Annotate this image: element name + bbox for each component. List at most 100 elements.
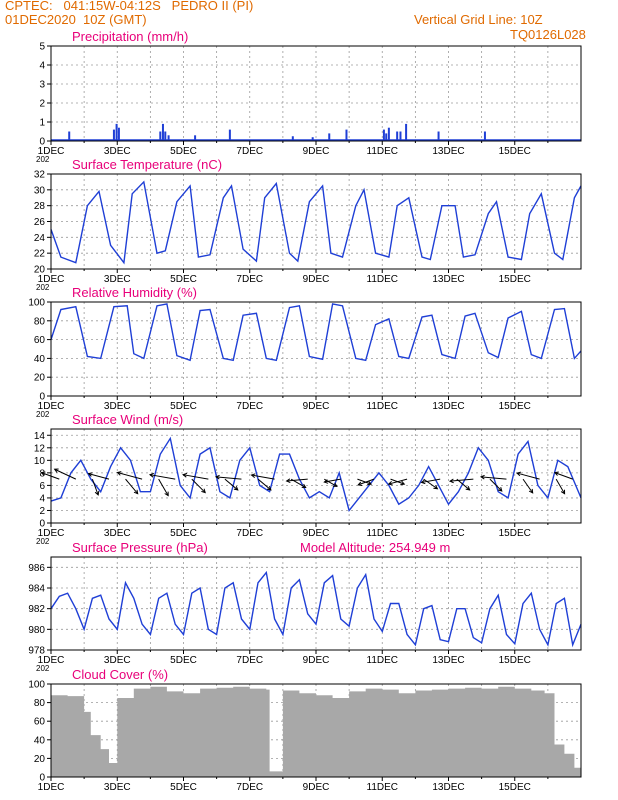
wind-arrow-shaft (191, 478, 206, 493)
wind-arrow-shaft (480, 476, 507, 480)
wind-arrow (357, 478, 373, 486)
y-tick-label: 2 (39, 99, 45, 110)
rh-series-line (50, 303, 582, 362)
panel-cloud: 0 20 40 60 80 100 1DEC 3DEC 5DEC 7DEC 9DEC 11DEC 13D… (28, 667, 582, 793)
wind-arrow (148, 472, 176, 480)
x-tick-label: 5DEC (170, 401, 197, 412)
y-tick-label: 982 (28, 604, 45, 615)
x-tick-label: 15DEC (499, 146, 531, 157)
x-tick-label: 7DEC (236, 528, 263, 539)
x-tick-label: 1DEC (38, 782, 65, 793)
wind-arrow-shaft (423, 478, 438, 490)
wind-arrow (87, 472, 110, 480)
x-tick-label: 13DEC (432, 401, 464, 412)
x-tick-label: 13DEC (432, 782, 464, 793)
panel-title: Relative Humidity (%) (72, 285, 197, 300)
y-tick-label: 60 (34, 335, 46, 346)
wind-arrow-head (332, 482, 338, 487)
precip-bar (194, 135, 197, 141)
precip-bar (167, 135, 170, 141)
wind-arrow-head (164, 491, 169, 497)
wind-arrow-shaft (456, 478, 470, 491)
x-tick-label: 15DEC (499, 274, 531, 285)
y-tick-label: 1 (39, 118, 45, 129)
wind-arrow-shaft (117, 472, 143, 480)
wind-arrow (489, 478, 503, 492)
y-tick-label: 24 (34, 233, 46, 244)
wind-arrow-head (367, 480, 373, 486)
wind-arrow-head (87, 472, 93, 477)
y-tick-label: 6 (39, 481, 45, 492)
y-tick-label: 5 (39, 42, 45, 53)
x-tick-label: 3DEC (104, 655, 131, 666)
wind-arrow-head (182, 472, 188, 478)
wind-arrow-head (528, 488, 534, 494)
precip-bar (396, 131, 399, 141)
wind-arrow-shaft (125, 478, 139, 495)
x-tick-label: 13DEC (432, 655, 464, 666)
temp-series-line (50, 180, 582, 265)
wind-arrow-shaft (388, 478, 408, 485)
y-tick-label: 30 (34, 185, 46, 196)
wind-arrow-shaft (449, 478, 474, 482)
x-tick-label: 15DEC (499, 655, 531, 666)
year-stub: 202 (36, 283, 50, 292)
wind-arrow (91, 478, 100, 496)
x-tick-label: 3DEC (104, 528, 131, 539)
wind-arrow (224, 478, 239, 491)
wind-arrow-head (201, 488, 206, 494)
x-tick-label: 11DEC (367, 655, 399, 666)
wind-arrow-head (53, 468, 59, 473)
wind-arrow (250, 473, 275, 480)
wind-arrow (116, 471, 143, 480)
year-stub: 202 (36, 410, 50, 419)
x-tick-label: 9DEC (303, 401, 330, 412)
precip-bar (382, 129, 385, 141)
precip-bar (437, 131, 440, 141)
precip-bar (159, 131, 162, 141)
wind-arrow (182, 472, 209, 480)
wind-arrow-head (433, 484, 439, 490)
wind-arrow-head (233, 486, 239, 491)
wind-arrow-shaft (149, 474, 176, 480)
wind-arrow-head (448, 478, 454, 484)
wind-arrow (53, 468, 77, 480)
x-tick-label: 15DEC (499, 782, 531, 793)
x-tick-label: 11DEC (367, 146, 399, 157)
y-tick-label: 60 (34, 717, 46, 728)
y-tick-label: 12 (34, 443, 46, 454)
x-tick-label: 9DEC (303, 146, 330, 157)
y-tick-label: 978 (28, 646, 45, 657)
wind-arrow-shaft (286, 478, 308, 482)
x-tick-label: 5DEC (170, 782, 197, 793)
y-tick-label: 0 (39, 773, 45, 784)
x-tick-label: 7DEC (236, 401, 263, 412)
wind-arrow-head (40, 471, 46, 476)
x-tick-label: 7DEC (236, 782, 263, 793)
x-tick-label: 1DEC (38, 401, 65, 412)
y-tick-label: 80 (34, 316, 46, 327)
x-tick-label: 5DEC (170, 274, 197, 285)
precip-bar (483, 131, 486, 141)
y-tick-label: 26 (34, 217, 46, 228)
y-tick-label: 100 (28, 680, 45, 691)
wind-arrow (357, 478, 375, 486)
precip-bar (328, 133, 331, 141)
x-tick-label: 13DEC (432, 274, 464, 285)
wind-arrow-head (465, 486, 471, 491)
year-stub: 202 (36, 664, 50, 673)
wind-arrow (125, 478, 139, 495)
wind-arrow (40, 471, 60, 480)
y-tick-label: 986 (28, 563, 45, 574)
precip-bar (164, 131, 167, 141)
x-tick-label: 9DEC (303, 655, 330, 666)
x-tick-label: 1DEC (38, 655, 65, 666)
panel-precip: 0 1 2 3 4 5 1DEC 3DEC 5DEC 7DEC 9DEC 11DEC 13DEC 15DE… (36, 29, 582, 164)
x-tick-label: 9DEC (303, 528, 330, 539)
wind-arrow-shaft (158, 478, 169, 496)
x-tick-label: 3DEC (104, 146, 131, 157)
y-tick-label: 0 (39, 137, 45, 148)
y-tick-label: 80 (34, 698, 46, 709)
